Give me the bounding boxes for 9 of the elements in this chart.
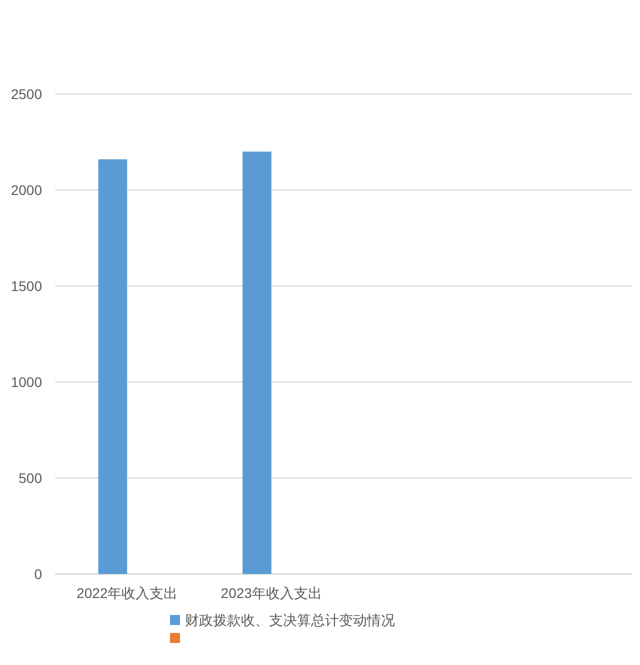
y-tick-label: 2500 [10, 86, 42, 102]
x-tick-label: 2022年收入支出 [76, 585, 178, 601]
y-tick-label: 500 [18, 470, 42, 486]
legend-label: 财政拨款收、支决算总计变动情况 [185, 612, 395, 628]
x-tick-label: 2023年收入支出 [220, 585, 322, 601]
y-tick-label: 1500 [10, 278, 42, 294]
y-tick-label: 0 [34, 566, 42, 582]
y-tick-label: 2000 [10, 182, 42, 198]
y-tick-label: 1000 [10, 374, 42, 390]
